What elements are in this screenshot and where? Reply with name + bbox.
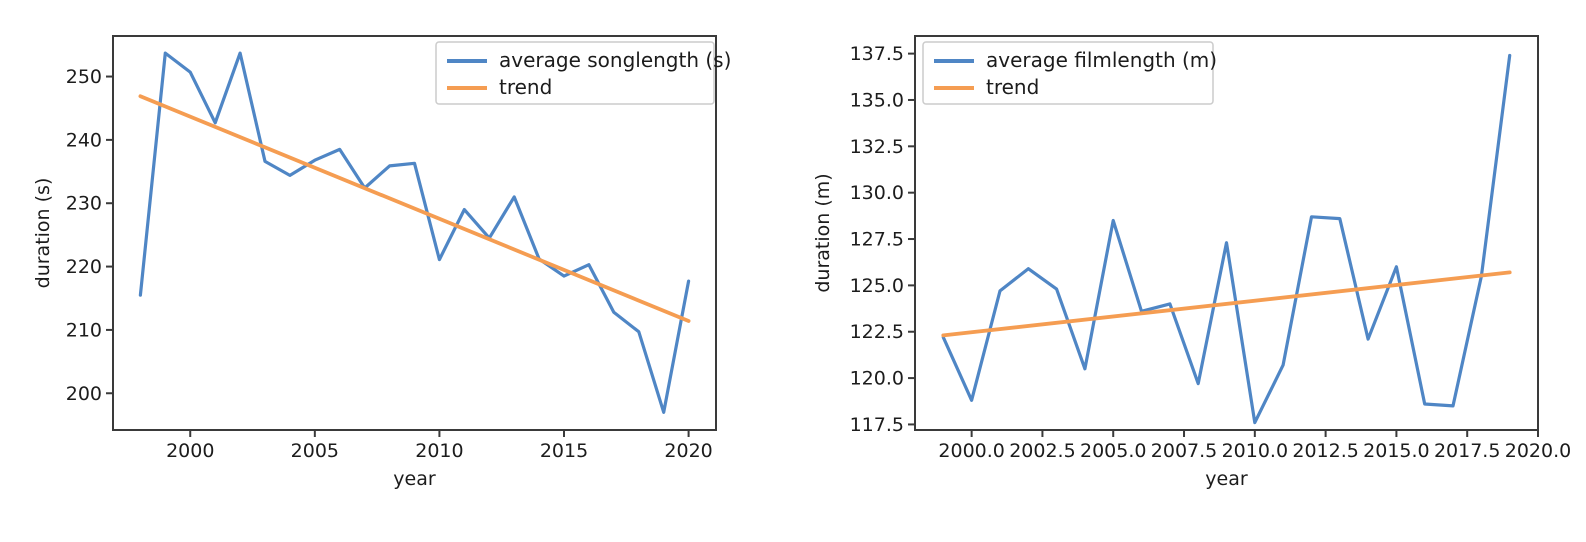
- legend-label: trend: [986, 75, 1039, 99]
- x-tick-label: 2015: [540, 440, 588, 462]
- x-axis-label: year: [1205, 468, 1248, 490]
- y-tick-label: 250: [66, 66, 102, 88]
- legend-label: average filmlength (m): [986, 48, 1217, 72]
- y-tick-label: 125.0: [850, 275, 904, 297]
- y-tick-label: 220: [66, 256, 102, 278]
- y-tick-label: 120.0: [850, 368, 904, 390]
- x-tick-label: 2005: [291, 440, 339, 462]
- x-axis-label: year: [393, 468, 436, 490]
- y-tick-label: 200: [66, 383, 102, 405]
- legend-box: [435, 41, 715, 105]
- y-tick-label: 210: [66, 319, 102, 341]
- legend: average songlength (s) trend: [435, 41, 731, 105]
- y-tick-label: 122.5: [850, 321, 904, 343]
- trend-line: [941, 270, 1512, 338]
- x-tick-label: 2007.5: [1151, 440, 1217, 462]
- legend-label: average songlength (s): [499, 48, 731, 72]
- trend-line: [138, 94, 691, 323]
- x-tick-label: 2017.5: [1434, 440, 1500, 462]
- y-tick-label: 130.0: [850, 182, 904, 204]
- y-tick-label: 230: [66, 193, 102, 215]
- x-tick-label: 2000.0: [938, 440, 1004, 462]
- x-tick-label: 2002.5: [1009, 440, 1075, 462]
- y-tick-label: 135.0: [850, 89, 904, 111]
- x-tick-label: 2015.0: [1363, 440, 1429, 462]
- x-tick-label: 2010.0: [1222, 440, 1288, 462]
- x-tick-label: 2020: [664, 440, 712, 462]
- y-tick-label: 132.5: [850, 136, 904, 158]
- legend: average filmlength (m) trend: [922, 41, 1217, 105]
- y-axis-label: duration (m): [812, 173, 834, 292]
- legend-label: trend: [499, 75, 552, 99]
- y-axis-label: duration (s): [32, 178, 54, 289]
- plot-border: [914, 35, 1539, 431]
- x-tick-label: 2012.5: [1292, 440, 1358, 462]
- y-tick-label: 137.5: [850, 43, 904, 65]
- y-tick-label: 240: [66, 129, 102, 151]
- y-tick-label: 127.5: [850, 229, 904, 251]
- plot-border: [112, 35, 717, 431]
- x-tick-label: 2005.0: [1080, 440, 1146, 462]
- x-tick-label: 2000: [166, 440, 214, 462]
- average-songlength-chart: 2000 2005 2010 2015 2020 200 210 220 230 240 250 ye…: [32, 35, 731, 490]
- x-tick-label: 2020.0: [1505, 440, 1571, 462]
- y-tick-label: 117.5: [850, 414, 904, 436]
- x-tick-label: 2010: [415, 440, 463, 462]
- series-line: [941, 53, 1512, 425]
- legend-box: [922, 41, 1214, 105]
- series-line: [138, 51, 691, 414]
- average-filmlength-chart: 2000.0 2002.5 2005.0 2007.5 2010.0 2012.5 2015…: [812, 35, 1571, 490]
